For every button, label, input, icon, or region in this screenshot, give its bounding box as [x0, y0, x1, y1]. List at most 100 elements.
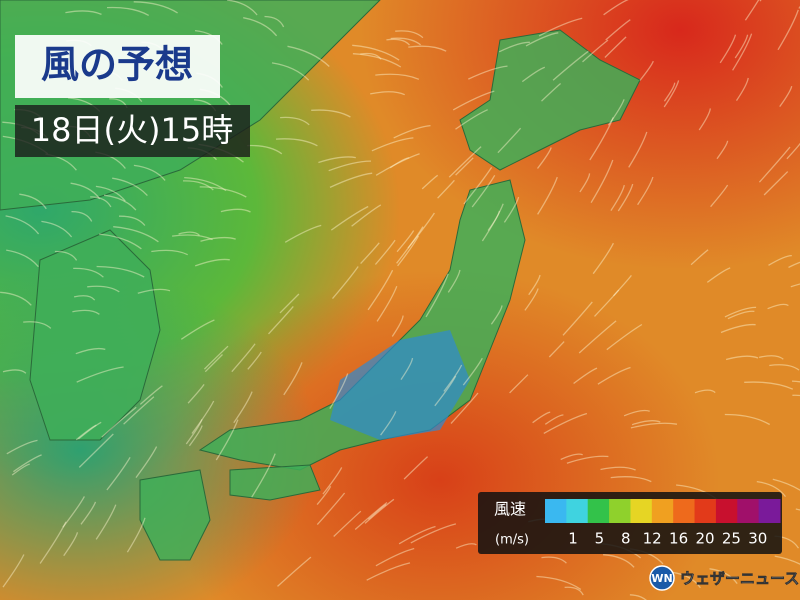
legend-swatch [715, 499, 738, 523]
legend-tick-label: 16 [669, 530, 688, 548]
legend-swatch [758, 499, 781, 523]
wind-streak [375, 73, 420, 80]
wind-streak [592, 242, 614, 275]
wind-streak [332, 266, 359, 300]
wind-streak [287, 45, 330, 67]
wind-streak [247, 144, 283, 155]
legend-tick-label: 30 [748, 530, 767, 548]
wind-streak [78, 433, 114, 468]
wind-streak [389, 157, 410, 169]
wind-streak [178, 231, 200, 236]
wind-streak [579, 173, 591, 193]
legend-tick-label: 8 [621, 530, 631, 548]
legend-swatch [673, 499, 696, 523]
wind-streak [734, 34, 749, 59]
legend-swatch [630, 499, 653, 523]
wind-streak [756, 480, 787, 497]
wind-streak [790, 283, 800, 288]
wind-streak [139, 385, 163, 405]
wind-streak [133, 164, 166, 181]
wind-streak [709, 568, 738, 584]
wind-streak [123, 396, 155, 425]
wind-streak [503, 196, 520, 223]
wind-streak [597, 366, 631, 385]
wind-streak [724, 306, 757, 318]
wind-streak [77, 421, 102, 440]
wind-streak [468, 65, 508, 80]
wind-streak [63, 532, 79, 557]
wind-streak [393, 124, 431, 139]
wind-streak [735, 77, 749, 101]
legend-tick-label: 5 [595, 530, 605, 548]
wind-streak [188, 425, 203, 447]
wind-streak [694, 389, 716, 394]
wind-streak [204, 354, 223, 373]
wind-streak [76, 366, 124, 383]
wind-streak [455, 109, 488, 130]
wind-streak [607, 99, 625, 126]
wind-streak [118, 215, 146, 226]
wind-streak [374, 239, 396, 265]
wind-streak [268, 305, 294, 335]
calm-area [330, 330, 470, 440]
wind-streak [330, 205, 369, 231]
wind-streak [639, 60, 654, 81]
wind-streak [768, 254, 792, 266]
wind-streak [744, 0, 760, 21]
wind-streak [690, 249, 709, 266]
wind-streak [360, 52, 382, 60]
wind-streak [112, 177, 148, 197]
wind-streak [604, 36, 627, 58]
wind-streak [448, 146, 482, 178]
wind-streak [75, 347, 106, 355]
wind-streak [396, 230, 415, 253]
wind-streak [434, 375, 457, 407]
wind-streak [279, 293, 300, 314]
wind-streak [215, 419, 239, 461]
wind-streak [191, 400, 215, 434]
wind-streak [329, 172, 373, 188]
wind-streak [6, 249, 39, 268]
legend-swatch [566, 499, 589, 523]
brand-name: ウェザーニュース [680, 570, 799, 588]
wind-streak [180, 319, 215, 340]
wind-streak [73, 267, 104, 278]
wind-streak [284, 224, 322, 243]
wind-streak [792, 394, 800, 397]
wind-streak [73, 295, 96, 301]
wind-streak [352, 44, 400, 61]
wind-streak [194, 258, 230, 267]
wind-streak [490, 305, 503, 325]
wind-streak [360, 242, 380, 265]
wind-streak [398, 525, 436, 545]
wind-streak [75, 424, 97, 441]
wind-streak [6, 439, 38, 455]
wind-streak [573, 367, 598, 385]
wind-streak [544, 414, 564, 425]
wind-streak [720, 323, 756, 334]
wind-streak [126, 517, 146, 553]
wind-streak [606, 323, 643, 351]
wind-streak [370, 91, 405, 96]
wind-streak [65, 10, 102, 15]
wind-streak [72, 309, 100, 315]
wind-streak [537, 176, 558, 215]
wind-streak [543, 412, 588, 434]
wind-streak [727, 310, 755, 320]
legend-tick-label: 20 [695, 530, 714, 548]
wind-streak [498, 41, 530, 53]
logo-text: WN [651, 572, 672, 585]
wind-streak [562, 301, 593, 336]
wind-streak [151, 249, 188, 256]
wind-streak [462, 357, 483, 386]
wind-streak [631, 420, 661, 426]
wind-streak [663, 82, 676, 102]
wind-streak [663, 80, 680, 108]
wind-streak [463, 167, 493, 205]
wind-streak [605, 19, 631, 41]
wind-streak [367, 503, 387, 520]
wind-streak [744, 381, 794, 390]
wind-streak [200, 236, 236, 242]
wind-streak [791, 380, 800, 383]
